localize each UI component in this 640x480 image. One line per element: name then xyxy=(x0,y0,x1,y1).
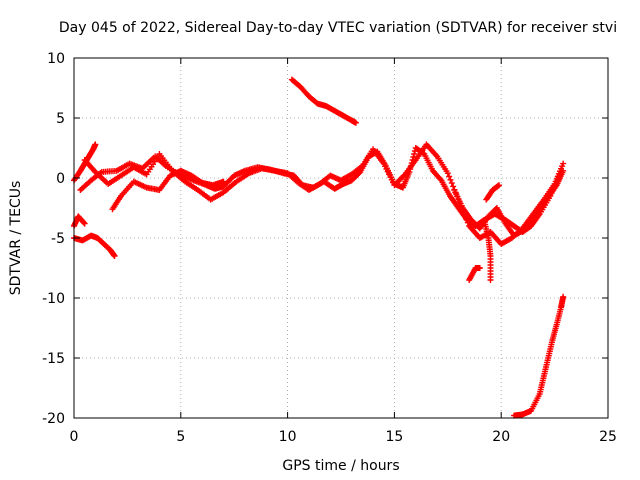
series-track-k xyxy=(483,182,503,203)
data-point xyxy=(560,167,567,174)
data-point xyxy=(352,119,359,126)
series-track-i xyxy=(466,265,483,283)
series-track-c xyxy=(71,232,118,259)
data-point xyxy=(444,170,451,177)
x-tick-label: 20 xyxy=(492,429,510,445)
series-track-e xyxy=(81,141,567,247)
y-tick-label: 5 xyxy=(56,111,65,127)
axis-layer: 0 5 10 15 20 25 10 5 0 -5 -10 -15 -20 xyxy=(42,51,617,445)
data-point xyxy=(81,220,88,227)
marks-layer xyxy=(71,76,567,419)
x-tick-label: 25 xyxy=(599,429,617,445)
data-point xyxy=(560,293,567,300)
data-point xyxy=(560,160,567,167)
data-point xyxy=(411,151,418,157)
x-tick-label: 5 xyxy=(176,429,185,445)
y-tick-label: -15 xyxy=(42,351,65,367)
series-track-j xyxy=(481,217,494,283)
y-tick-label: -5 xyxy=(51,231,65,247)
series-track-l xyxy=(511,293,567,419)
y-tick-label: -20 xyxy=(42,411,65,427)
x-tick-label: 0 xyxy=(70,429,79,445)
x-axis-label: GPS time / hours xyxy=(282,458,399,474)
data-point xyxy=(450,183,457,190)
series-track-g xyxy=(288,76,359,126)
y-tick-label: 0 xyxy=(56,171,65,187)
data-point xyxy=(80,219,87,226)
y-tick-label: 10 xyxy=(47,51,65,67)
data-point xyxy=(437,176,444,183)
data-point xyxy=(448,180,455,187)
x-tick-label: 15 xyxy=(385,429,403,445)
data-point xyxy=(487,277,494,283)
data-point xyxy=(220,178,227,185)
data-point xyxy=(476,265,483,271)
grid-layer xyxy=(74,58,608,418)
chart-title: Day 045 of 2022, Sidereal Day-to-day VTE… xyxy=(59,20,617,36)
data-point xyxy=(92,141,99,148)
data-point xyxy=(447,176,454,183)
y-tick-label: -10 xyxy=(42,291,65,307)
data-point xyxy=(464,219,471,226)
x-tick-label: 10 xyxy=(279,429,297,445)
series-track-f xyxy=(109,167,227,213)
series-track-a xyxy=(71,141,99,184)
data-point xyxy=(496,182,503,189)
series-track-b xyxy=(71,213,88,229)
y-axis-label: SDTVAR / TECUs xyxy=(8,181,24,296)
data-point xyxy=(111,253,118,259)
data-point xyxy=(446,173,453,180)
